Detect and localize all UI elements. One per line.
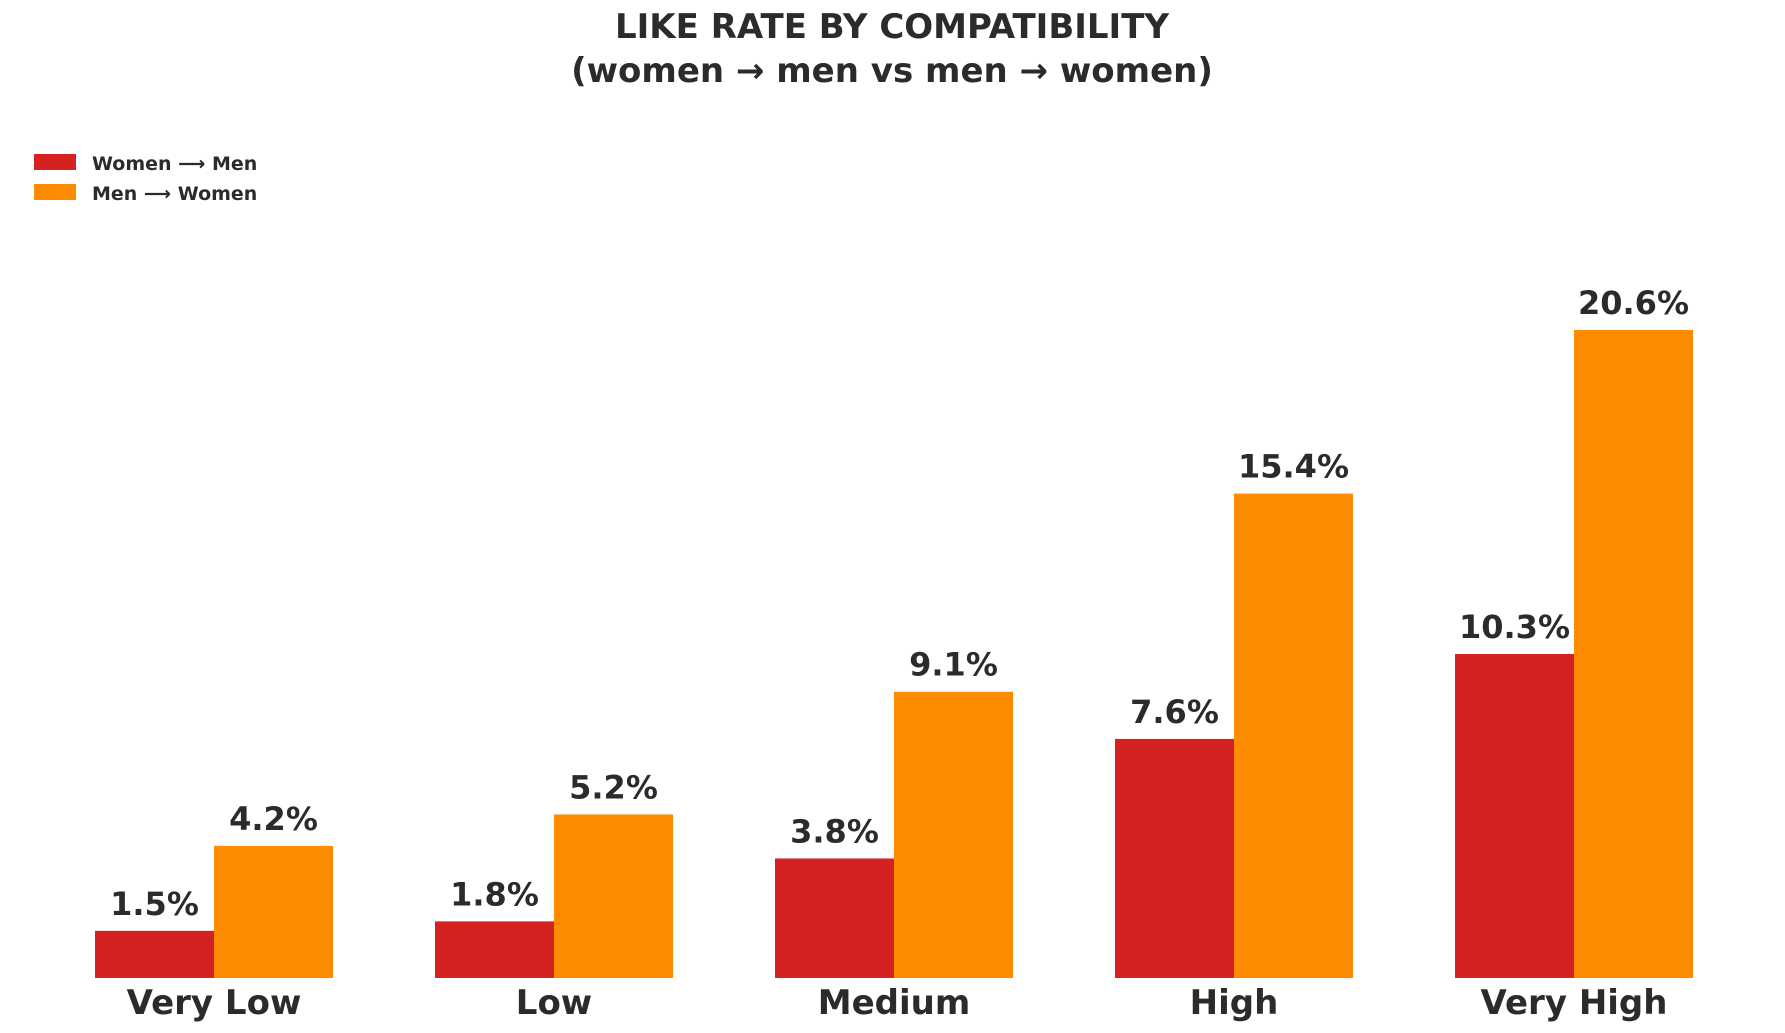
x-tick-label-high: High xyxy=(1190,983,1279,1023)
x-axis-tick-labels: Very Low Low Medium High Very High xyxy=(127,983,1668,1023)
legend-swatch-men-to-women xyxy=(34,184,76,200)
data-label-women-to-men-medium: 3.8% xyxy=(790,812,879,850)
x-tick-label-medium: Medium xyxy=(818,983,971,1023)
data-label-men-to-women-high: 15.4% xyxy=(1238,448,1349,486)
bar-men-to-women-very-low xyxy=(214,845,333,978)
bar-men-to-women-medium xyxy=(894,691,1013,978)
bar-men-to-women-low xyxy=(554,814,673,978)
data-label-men-to-women-medium: 9.1% xyxy=(909,646,998,684)
data-label-women-to-men-very-low: 1.5% xyxy=(110,885,199,923)
data-label-men-to-women-very-low: 4.2% xyxy=(229,800,318,838)
bars xyxy=(95,330,1693,978)
data-label-men-to-women-very-high: 20.6% xyxy=(1578,284,1689,322)
data-label-men-to-women-low: 5.2% xyxy=(569,768,658,806)
chart-title: LIKE RATE BY COMPATIBILITY xyxy=(615,7,1169,47)
bar-women-to-men-very-low xyxy=(95,930,214,978)
x-tick-label-very-high: Very High xyxy=(1481,983,1668,1023)
bar-women-to-men-medium xyxy=(775,858,894,978)
x-tick-label-low: Low xyxy=(516,983,592,1023)
bar-men-to-women-high xyxy=(1234,493,1353,978)
data-label-women-to-men-low: 1.8% xyxy=(450,875,539,913)
x-tick-label-very-low: Very Low xyxy=(127,983,302,1023)
chart-subtitle: (women → men vs men → women) xyxy=(571,51,1213,91)
data-label-women-to-men-very-high: 10.3% xyxy=(1459,608,1570,646)
data-labels: 1.5% 4.2% 1.8% 5.2% 3.8% 9.1% 7.6% 15.4% 10.3% 20… xyxy=(110,284,1689,923)
bar-men-to-women-very-high xyxy=(1574,330,1693,978)
bar-women-to-men-very-high xyxy=(1455,654,1574,978)
legend-swatch-women-to-men xyxy=(34,154,76,170)
bar-women-to-men-low xyxy=(435,921,554,978)
legend-label-men-to-women: Men ⟶ Women xyxy=(92,183,257,205)
legend: Women ⟶ Men Men ⟶ Women xyxy=(34,153,257,205)
data-label-women-to-men-high: 7.6% xyxy=(1130,693,1219,731)
bar-women-to-men-high xyxy=(1115,738,1234,978)
legend-label-women-to-men: Women ⟶ Men xyxy=(92,153,257,175)
